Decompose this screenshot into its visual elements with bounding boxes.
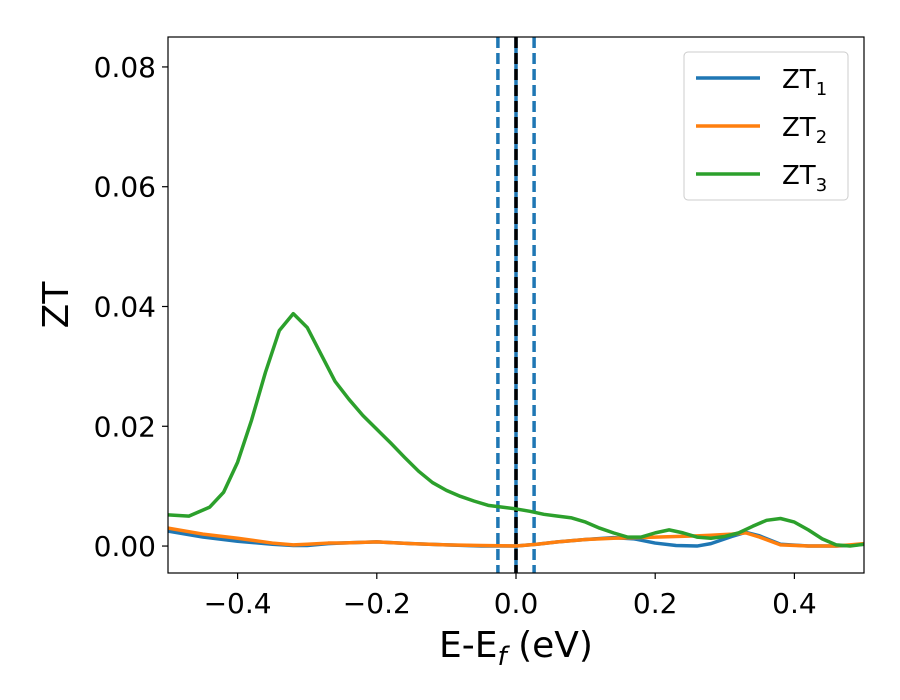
series-line-zt3	[168, 311, 864, 548]
x-tick-label: −0.2	[343, 587, 411, 620]
x-axis-label: E-Ef (eV)	[439, 625, 593, 672]
series-line-zt2	[168, 526, 864, 548]
legend-box	[683, 51, 849, 201]
x-axis-label-unit: (eV)	[507, 625, 593, 666]
y-tick-label: 0.06	[94, 171, 156, 204]
y-axis-ticks: 0.00 0.02 0.04 0.06 0.08	[94, 51, 168, 563]
legend-label-zt3: ZT3	[782, 161, 827, 196]
x-axis-ticks: −0.4 −0.2 0.0 0.2 0.4	[204, 573, 817, 620]
x-tick-label: −0.4	[204, 587, 272, 620]
plot-content	[168, 37, 864, 573]
legend: ZT1 ZT2 ZT3	[683, 51, 849, 201]
x-tick-label: 0.4	[772, 587, 817, 620]
y-tick-label: 0.00	[94, 530, 156, 563]
plot-frame	[167, 36, 865, 574]
x-axis-label-base: E-E	[439, 625, 497, 666]
y-tick-label: 0.02	[94, 410, 156, 443]
y-axis-label: ZT	[36, 281, 77, 329]
x-tick-label: 0.0	[494, 587, 539, 620]
legend-label-zt2: ZT2	[782, 113, 827, 148]
y-tick-label: 0.08	[94, 51, 156, 84]
y-tick-label: 0.04	[94, 290, 156, 323]
x-tick-label: 0.2	[633, 587, 678, 620]
legend-label-zt1: ZT1	[782, 65, 827, 100]
